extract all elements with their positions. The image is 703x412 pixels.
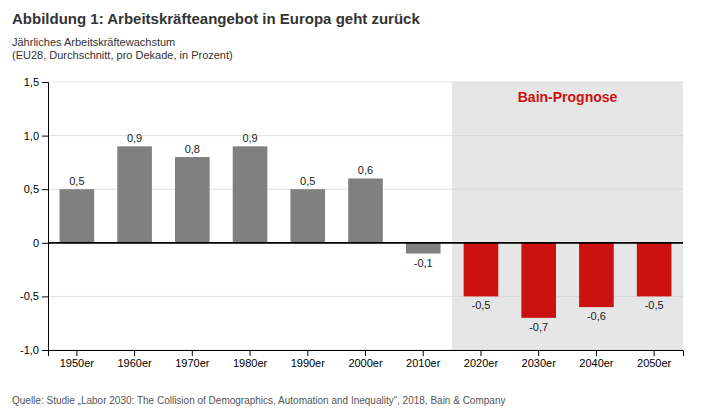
plot: 0,5 0,9 0,8 0,9 0,5 0,6 -0,1 -0,5 -0,7 -0,6 -0,5 Ba… [20, 76, 683, 369]
x-tick: 1960er [117, 350, 152, 369]
annotation-regions [452, 82, 683, 350]
x-tick-mark [423, 350, 424, 356]
y-tick-label: 0 [33, 237, 39, 249]
grid-line [48, 135, 683, 136]
y-axis-line [42, 83, 49, 351]
x-tick-mark [365, 350, 366, 356]
x-tick: 2040er [579, 350, 614, 369]
x-tick-label: 1970er [175, 357, 210, 369]
y-tick: -1,0 [20, 344, 48, 356]
y-tick: 1,0 [24, 130, 48, 142]
y-tick-mark [42, 296, 48, 297]
x-tick-label: 2050er [637, 357, 672, 369]
data-label: -0,5 [645, 299, 664, 311]
y-tick-mark [42, 243, 48, 244]
x-tick-label: 1980er [233, 357, 268, 369]
y-tick-label: 1,0 [24, 130, 39, 142]
y-tick: -0,5 [20, 290, 48, 302]
x-tick-mark [192, 350, 193, 356]
x-tick-label: 2000er [348, 357, 383, 369]
x-tick: 2010er [406, 350, 441, 369]
x-tick-mark [76, 350, 77, 356]
y-tick-label: 0,5 [24, 183, 39, 195]
y-tick-mark [42, 189, 48, 190]
data-labels: 0,5 0,9 0,8 0,9 0,5 0,6 -0,1 -0,5 -0,7 -0,6 -0,5 [69, 132, 663, 333]
y-tick: 0,5 [24, 183, 48, 195]
x-tick: 1950er [60, 350, 95, 369]
data-label: 0,8 [185, 143, 200, 155]
y-axis: -1,0 -0,5 0 0,5 1,0 1,5 [20, 76, 48, 356]
bar [117, 146, 152, 242]
annotation: Bain-Prognose [518, 89, 618, 105]
x-tick-mark [250, 350, 251, 356]
x-tick: 1990er [291, 350, 326, 369]
bars [60, 146, 672, 318]
grid-line [48, 82, 683, 83]
y-tick: 0 [33, 237, 48, 249]
data-label: -0,6 [587, 310, 606, 322]
x-tick-mark [134, 350, 135, 356]
bar [406, 243, 441, 254]
data-label: -0,1 [414, 257, 433, 269]
x-tick: 2000er [348, 350, 383, 369]
data-label: 0,6 [358, 164, 373, 176]
x-tick-label: 2030er [522, 357, 557, 369]
bar [233, 146, 268, 242]
x-tick-mark [654, 350, 655, 356]
bar [464, 243, 499, 297]
title: Abbildung 1: Arbeitskräfteangebot in Eur… [12, 10, 420, 27]
x-tick-mark [538, 350, 539, 356]
x-tick-label: 2020er [464, 357, 499, 369]
x-tick: 2030er [522, 350, 557, 369]
y-tick-mark [42, 136, 48, 137]
x-tick-mark [307, 350, 308, 356]
x-tick-label: 2040er [579, 357, 614, 369]
y-axis-label: (EU28, Durchschnitt, pro Dekade, in Proz… [12, 49, 233, 61]
y-tick-label: -0,5 [20, 290, 39, 302]
grid [48, 82, 683, 350]
bar [348, 178, 383, 242]
x-tick-label: 1990er [291, 357, 326, 369]
y-tick: 1,5 [24, 76, 48, 88]
data-label: 0,5 [300, 175, 315, 187]
x-axis-line [49, 351, 684, 357]
data-label: -0,7 [529, 321, 548, 333]
x-tick-label: 2010er [406, 357, 441, 369]
y-axis-label: Jährliches Arbeitskräftewachstum [12, 36, 175, 48]
source: Quelle: Studie „Labor 2030: The Collisio… [12, 395, 505, 406]
x-tick: 2020er [464, 350, 499, 369]
chart: Abbildung 1: Arbeitskräfteangebot in Eur… [0, 0, 703, 412]
x-tick: 2050er [637, 350, 672, 369]
data-label: 0,5 [69, 175, 84, 187]
x-tick: 1970er [175, 350, 210, 369]
bar [521, 243, 556, 318]
y-tick-label: 1,5 [24, 76, 39, 88]
x-axis: 1950er 1960er 1970er 1980er 1990er 2000er 2010… [49, 350, 684, 369]
data-label: 0,9 [242, 132, 257, 144]
grid-line [48, 242, 683, 243]
y-tick-label: -1,0 [20, 344, 39, 356]
x-tick: 1980er [233, 350, 268, 369]
zero-line [48, 242, 683, 244]
y-tick-mark [42, 350, 48, 351]
x-tick-mark [480, 350, 481, 356]
data-label: -0,5 [471, 299, 490, 311]
x-tick-label: 1960er [117, 357, 152, 369]
bar [175, 157, 210, 243]
forecast-region [452, 82, 683, 350]
bar [290, 189, 325, 243]
bar [60, 189, 95, 243]
x-tick-mark [596, 350, 597, 356]
bar [637, 243, 672, 297]
data-label: 0,9 [127, 132, 142, 144]
bar [579, 243, 614, 307]
x-tick-label: 1950er [60, 357, 95, 369]
y-tick-mark [42, 82, 48, 83]
